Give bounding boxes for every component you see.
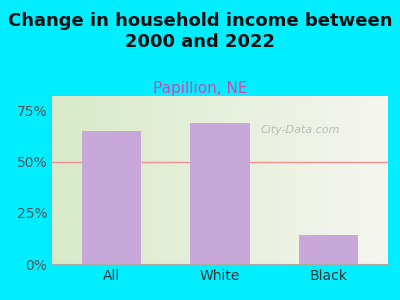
Bar bbox=[190, 123, 250, 264]
Bar bbox=[82, 131, 142, 264]
Text: Change in household income between
2000 and 2022: Change in household income between 2000 … bbox=[8, 12, 392, 51]
Text: City-Data.com: City-Data.com bbox=[260, 124, 340, 135]
Bar bbox=[298, 235, 358, 264]
Text: Papillion, NE: Papillion, NE bbox=[153, 81, 247, 96]
